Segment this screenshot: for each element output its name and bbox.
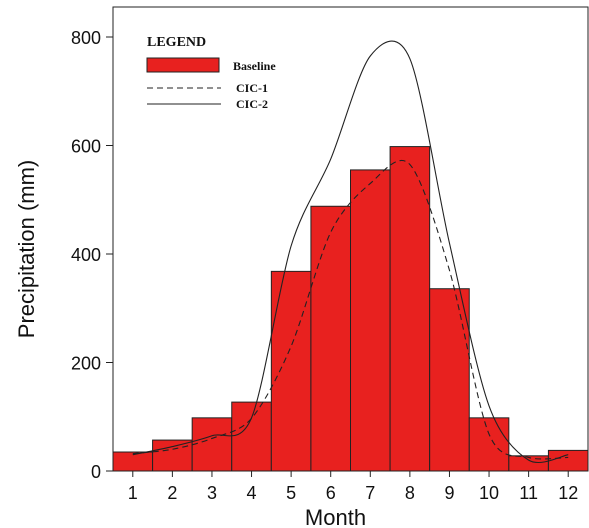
bar-month-3 — [191, 417, 233, 472]
x-tick-label: 5 — [286, 483, 296, 503]
y-axis-title: Precipitation (mm) — [14, 160, 39, 338]
bar-month-12 — [547, 449, 589, 472]
x-tick-label: 2 — [167, 483, 177, 503]
y-tick-label: 0 — [91, 462, 101, 482]
y-axis: 0 200 400 600 800 — [71, 28, 113, 482]
x-axis: 1 2 3 4 5 6 7 8 9 10 11 12 — [128, 471, 578, 503]
bar-month-6 — [310, 205, 351, 472]
x-tick-label: 9 — [444, 483, 454, 503]
bar-month-9 — [429, 288, 470, 472]
line-series-cic-2 — [132, 40, 569, 464]
bar-month-5 — [270, 270, 312, 472]
legend-label-cic-1: CIC-1 — [236, 81, 268, 95]
x-tick-label: 7 — [365, 483, 375, 503]
plot-frame — [112, 6, 589, 472]
bar-month-4 — [231, 401, 272, 472]
legend-label-cic-2: CIC-2 — [236, 97, 268, 111]
x-axis-title: Month — [305, 505, 366, 528]
lines-group — [132, 40, 569, 464]
line-series-cic-1 — [132, 159, 569, 460]
bar-month-7 — [350, 169, 391, 472]
legend-label-baseline: Baseline — [233, 59, 276, 73]
x-tick-label: 12 — [558, 483, 578, 503]
bar-month-11 — [508, 455, 549, 472]
y-tick-label: 600 — [71, 137, 101, 157]
legend-title: LEGEND — [147, 35, 206, 50]
bar-month-10 — [468, 417, 510, 472]
bar-month-8 — [389, 146, 431, 472]
x-tick-label: 1 — [128, 483, 138, 503]
y-tick-label: 400 — [71, 245, 101, 265]
x-tick-label: 8 — [405, 483, 415, 503]
legend: LEGEND Baseline CIC-1 CIC-2 — [146, 35, 276, 111]
y-tick-label: 200 — [71, 354, 101, 374]
x-tick-label: 3 — [207, 483, 217, 503]
bars-group — [112, 146, 589, 472]
x-tick-label: 11 — [519, 483, 538, 503]
x-tick-label: 10 — [479, 483, 499, 503]
legend-swatch-baseline — [146, 57, 220, 73]
x-tick-label: 4 — [247, 483, 257, 503]
y-tick-label: 800 — [71, 28, 101, 48]
bar-month-1 — [112, 451, 154, 472]
x-tick-label: 6 — [326, 483, 336, 503]
bar-month-2 — [152, 439, 193, 472]
